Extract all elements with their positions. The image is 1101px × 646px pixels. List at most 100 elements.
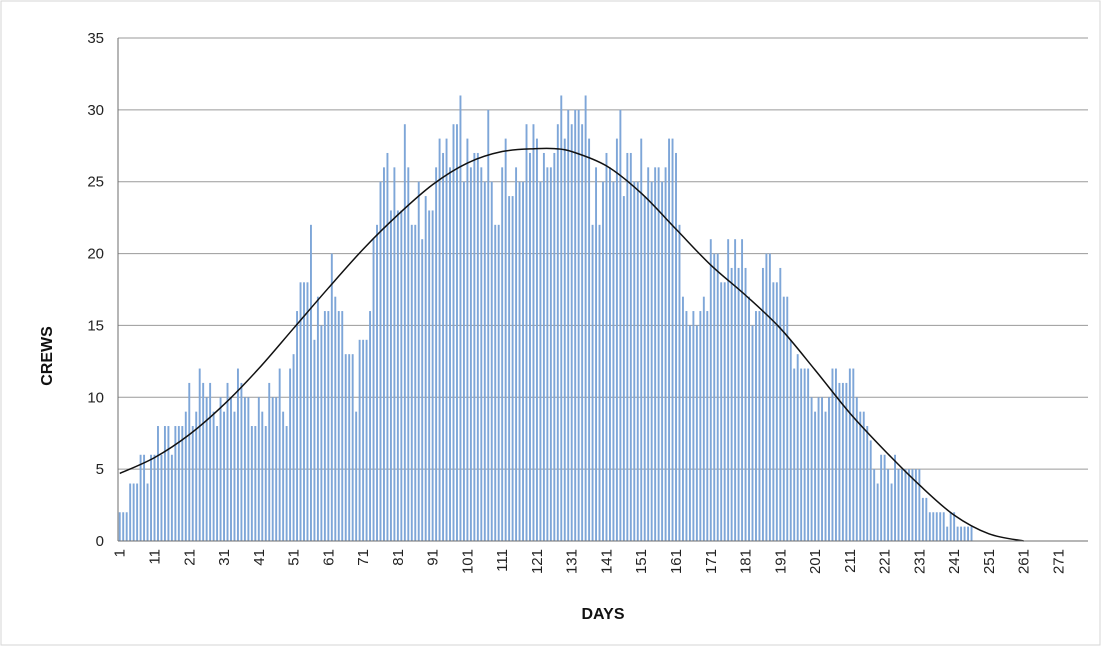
bar <box>671 138 674 541</box>
bar <box>956 526 959 541</box>
x-tick-label: 201 <box>807 549 824 574</box>
bar <box>786 296 789 541</box>
bar <box>751 325 754 541</box>
bar <box>240 382 243 541</box>
bar <box>904 469 907 541</box>
x-tick-label: 181 <box>738 549 755 574</box>
bar <box>560 95 563 541</box>
bar <box>278 368 281 541</box>
bar <box>330 253 333 542</box>
bar <box>209 382 212 541</box>
bar <box>890 483 893 541</box>
bar <box>619 109 622 541</box>
bar <box>779 267 782 541</box>
bar <box>334 296 337 541</box>
bar <box>289 368 292 541</box>
bar <box>692 311 695 541</box>
x-tick-label: 61 <box>320 549 337 566</box>
bar <box>177 426 180 541</box>
bar <box>313 339 316 541</box>
bar <box>709 239 712 541</box>
bar <box>873 469 876 541</box>
y-tick-label: 20 <box>87 246 104 263</box>
bar <box>894 454 896 541</box>
bar <box>772 282 775 541</box>
bar <box>828 397 830 541</box>
bar <box>935 512 938 541</box>
bar <box>146 483 149 541</box>
bar <box>615 138 618 541</box>
x-tick-label: 261 <box>1016 549 1033 574</box>
bar <box>442 152 445 541</box>
bar <box>845 382 848 541</box>
bar <box>949 512 952 541</box>
bar <box>150 454 152 541</box>
bar <box>487 109 490 541</box>
x-tick-label: 101 <box>459 549 476 574</box>
bar <box>553 152 556 541</box>
bar <box>303 282 305 541</box>
bar <box>595 167 598 542</box>
bar <box>629 152 632 541</box>
bar <box>720 282 723 541</box>
bar <box>466 138 469 541</box>
bar <box>195 411 198 541</box>
bar <box>275 397 278 541</box>
bar <box>431 210 434 541</box>
bar <box>650 181 653 541</box>
bar <box>817 397 820 541</box>
y-tick-label: 5 <box>96 461 104 478</box>
x-tick-label: 141 <box>598 549 615 574</box>
bar <box>859 411 862 541</box>
bar <box>421 239 424 541</box>
bar <box>897 469 900 541</box>
bar <box>685 311 688 541</box>
bar <box>699 311 702 541</box>
x-tick-label: 131 <box>564 549 581 574</box>
bar <box>622 196 625 542</box>
bar <box>741 239 744 541</box>
x-tick-label: 191 <box>772 549 789 574</box>
x-tick-label: 51 <box>286 549 303 566</box>
bar <box>570 124 573 541</box>
bar <box>473 152 476 541</box>
bar <box>748 296 750 541</box>
bar <box>494 224 497 542</box>
bar <box>202 382 205 541</box>
x-tick-label: 271 <box>1050 549 1067 574</box>
bar <box>236 368 239 541</box>
bar <box>456 124 458 541</box>
bar <box>515 167 518 542</box>
bar <box>775 282 778 541</box>
bar <box>831 368 834 541</box>
bar <box>417 181 420 541</box>
bar <box>184 411 187 541</box>
bar <box>136 483 139 541</box>
bar <box>852 368 855 541</box>
x-tick-label: 41 <box>251 549 268 566</box>
x-tick-label: 21 <box>181 549 198 566</box>
x-tick-label: 241 <box>946 549 963 574</box>
x-tick-label: 211 <box>842 549 859 573</box>
bar <box>327 311 330 541</box>
bar <box>901 469 903 541</box>
bar <box>525 124 528 541</box>
bar <box>435 167 438 542</box>
bar <box>807 368 810 541</box>
bar <box>396 210 399 541</box>
bar <box>626 152 629 541</box>
bar <box>967 526 970 541</box>
bar <box>598 224 601 542</box>
bar <box>508 196 511 542</box>
bar <box>341 311 344 541</box>
bar <box>546 167 549 542</box>
x-tick-label: 1 <box>112 549 129 557</box>
bar <box>921 497 924 541</box>
bar <box>567 109 570 541</box>
bar <box>542 152 545 541</box>
bar <box>362 339 365 541</box>
bar <box>518 181 521 541</box>
bar <box>129 483 132 541</box>
bar <box>428 210 431 541</box>
bar <box>254 426 257 541</box>
